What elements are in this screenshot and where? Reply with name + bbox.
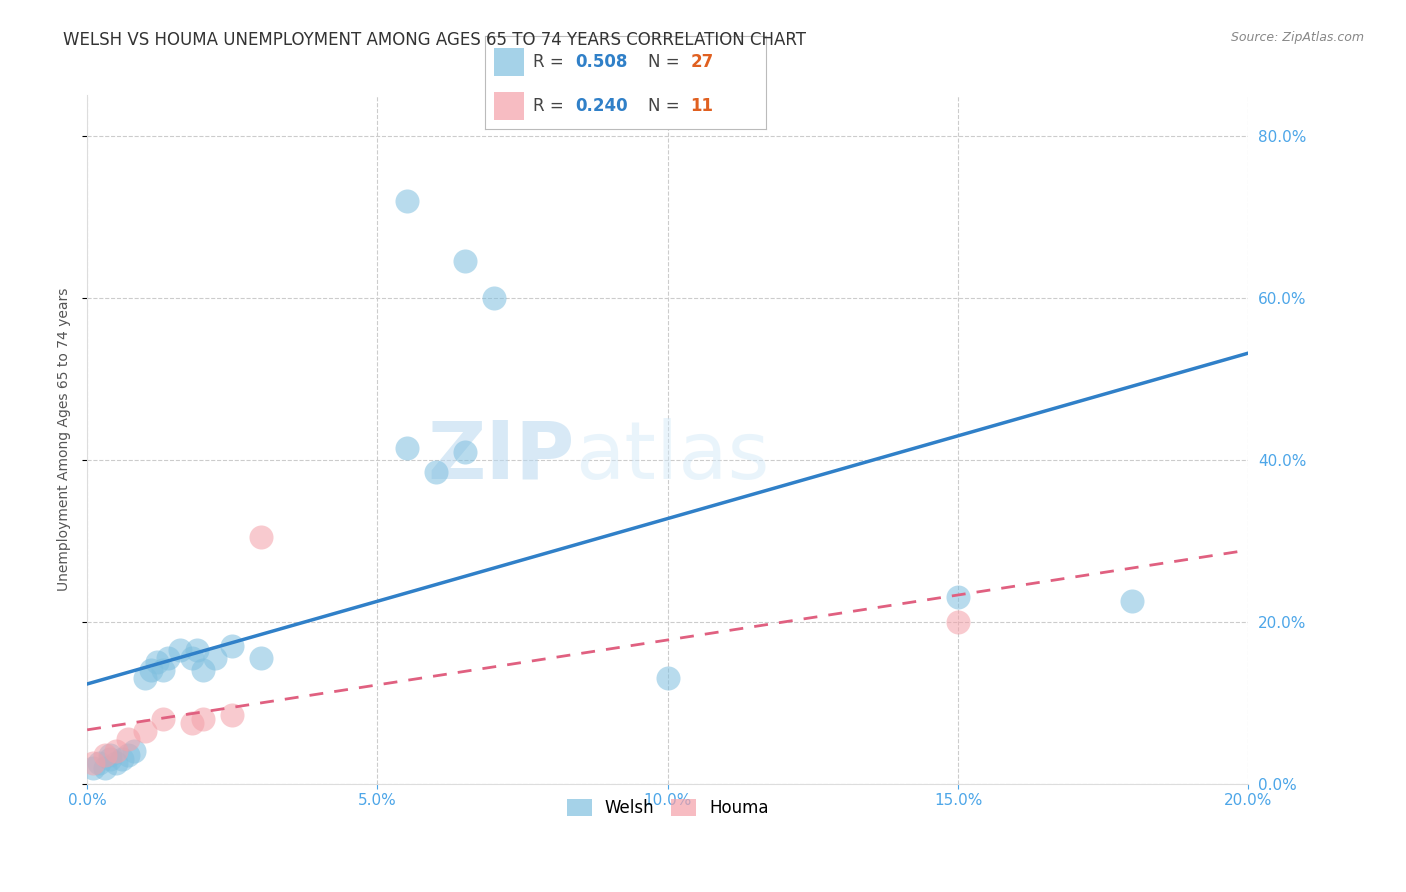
Point [134, 672, 156, 686]
Point [105, 744, 128, 758]
Point [193, 712, 215, 726]
Point [453, 444, 475, 458]
Text: 0.240: 0.240 [575, 97, 627, 115]
Point [250, 651, 273, 665]
Point [395, 441, 418, 455]
Point [111, 752, 134, 766]
Point [1121, 594, 1143, 608]
Point [221, 707, 243, 722]
Point [425, 465, 447, 479]
Point [100, 748, 122, 763]
Point [87, 756, 110, 771]
Point [139, 664, 162, 678]
Point [82, 760, 104, 774]
Point [193, 664, 215, 678]
FancyBboxPatch shape [494, 92, 524, 120]
Point [100, 752, 122, 766]
Point [453, 254, 475, 268]
Point [180, 716, 202, 731]
Point [221, 639, 243, 653]
Text: atlas: atlas [575, 417, 769, 496]
Point [134, 724, 156, 739]
Text: R =: R = [533, 97, 569, 115]
Point [117, 748, 139, 763]
FancyBboxPatch shape [494, 48, 524, 76]
Text: 0.508: 0.508 [575, 53, 627, 70]
Point [946, 591, 969, 605]
Point [93, 748, 115, 763]
Point [157, 651, 180, 665]
Point [93, 760, 115, 774]
Text: Source: ZipAtlas.com: Source: ZipAtlas.com [1230, 31, 1364, 45]
Text: N =: N = [648, 53, 685, 70]
Point [152, 712, 174, 726]
Y-axis label: Unemployment Among Ages 65 to 74 years: Unemployment Among Ages 65 to 74 years [58, 288, 72, 591]
Point [82, 756, 104, 771]
Text: R =: R = [533, 53, 569, 70]
Point [122, 744, 145, 758]
Point [657, 672, 679, 686]
Legend: Welsh, Houma: Welsh, Houma [560, 792, 776, 823]
Point [204, 651, 226, 665]
Text: N =: N = [648, 97, 685, 115]
Text: 27: 27 [690, 53, 714, 70]
Point [395, 194, 418, 208]
Point [105, 756, 128, 771]
Point [146, 655, 169, 669]
Text: WELSH VS HOUMA UNEMPLOYMENT AMONG AGES 65 TO 74 YEARS CORRELATION CHART: WELSH VS HOUMA UNEMPLOYMENT AMONG AGES 6… [63, 31, 806, 49]
Point [180, 651, 202, 665]
Point [152, 664, 174, 678]
Point [169, 643, 191, 657]
Point [117, 732, 139, 747]
Point [186, 643, 208, 657]
Text: ZIP: ZIP [427, 417, 575, 496]
Point [250, 530, 273, 544]
Point [482, 291, 505, 305]
Text: 11: 11 [690, 97, 713, 115]
Point [946, 615, 969, 629]
